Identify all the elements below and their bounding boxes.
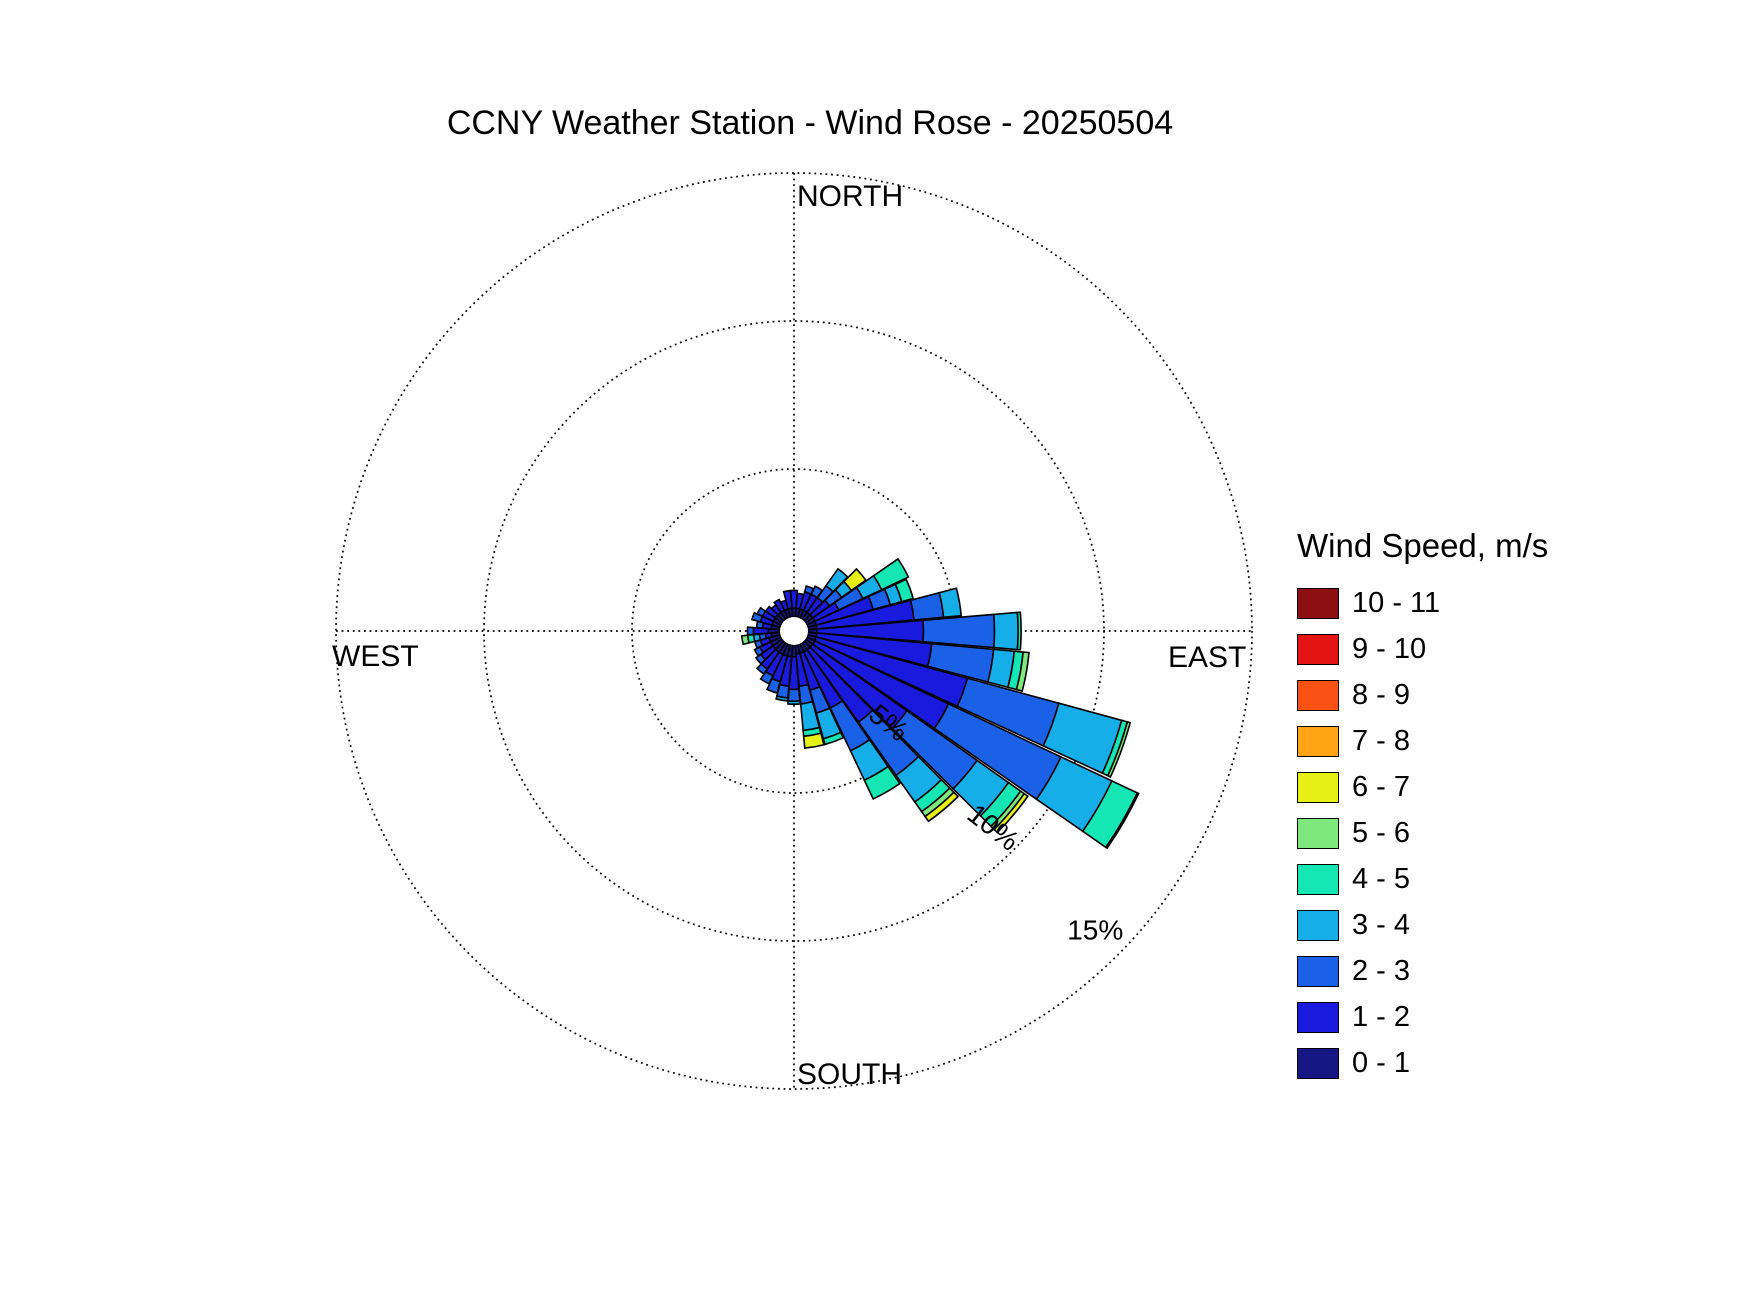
- legend-swatch-icon: [1297, 910, 1339, 941]
- legend-row: 1 - 2: [1297, 1001, 1657, 1033]
- compass-label-east: EAST: [1168, 641, 1247, 674]
- calm-center-hole: [780, 617, 808, 645]
- wind-petal-segment: [872, 557, 910, 591]
- wind-petal-segment: [754, 653, 767, 665]
- wind-petal-segment: [938, 587, 963, 619]
- legend-swatch-icon: [1297, 818, 1339, 849]
- legend-label: 10 - 11: [1352, 587, 1441, 619]
- legend-label: 5 - 6: [1352, 817, 1411, 849]
- legend-row: 9 - 10: [1297, 633, 1657, 665]
- legend-row: 10 - 11: [1297, 587, 1657, 619]
- legend-label: 0 - 1: [1352, 1047, 1411, 1079]
- legend-row: 8 - 9: [1297, 679, 1657, 711]
- legend-row: 3 - 4: [1297, 909, 1657, 941]
- legend-label: 2 - 3: [1352, 955, 1411, 987]
- wind-petal-segment: [750, 611, 764, 623]
- wind-petal-segment: [1106, 720, 1132, 778]
- wind-petal-segment: [755, 662, 769, 675]
- legend-row: 7 - 8: [1297, 725, 1657, 757]
- legend-title: Wind Speed, m/s: [1297, 527, 1549, 564]
- legend-swatch-icon: [1297, 680, 1339, 711]
- legend-rows: 10 - 11 9 - 10 8 - 9 7 - 8 6 - 7 5 - 6 4 - 5 3 …: [1297, 587, 1657, 1079]
- legend-swatch-icon: [1297, 634, 1339, 665]
- polar-grid-ring: [335, 172, 1253, 1090]
- wind-petal-segment: [802, 732, 825, 749]
- radial-tick-label: 15%: [1067, 915, 1123, 946]
- wind-petal-segment: [1016, 611, 1022, 651]
- compass-label-south: SOUTH: [797, 1058, 902, 1091]
- wind-petal-segment: [863, 765, 901, 801]
- wind-petal-segment: [923, 791, 960, 823]
- legend-row: 6 - 7: [1297, 771, 1657, 803]
- legend-label: 1 - 2: [1352, 1001, 1411, 1033]
- legend-swatch-icon: [1297, 1048, 1339, 1079]
- wind-petal-segment: [1015, 651, 1030, 693]
- legend-label: 4 - 5: [1352, 863, 1411, 895]
- legend-swatch-icon: [1297, 726, 1339, 757]
- wind-petal-segment: [1104, 791, 1140, 850]
- wind-petal-segment: [753, 646, 765, 657]
- wind-petal-segment: [746, 626, 755, 636]
- wind-petal-segment: [992, 611, 1019, 651]
- legend-swatch-icon: [1297, 956, 1339, 987]
- wind-petal-segment: [782, 589, 793, 610]
- wind-petal-segment: [822, 731, 845, 746]
- wind-petal-segment: [775, 695, 789, 702]
- legend-row: 5 - 6: [1297, 817, 1657, 849]
- legend-row: 4 - 5: [1297, 863, 1657, 895]
- legend-label: 7 - 8: [1352, 725, 1411, 757]
- legend-label: 3 - 4: [1352, 909, 1411, 941]
- wind-petal-segment: [894, 578, 915, 603]
- chart-title: CCNY Weather Station - Wind Rose - 20250…: [446, 104, 1174, 142]
- legend-swatch-icon: [1297, 772, 1339, 803]
- legend-row: 2 - 3: [1297, 955, 1657, 987]
- legend-swatch-icon: [1297, 864, 1339, 895]
- wind-petal-segment: [740, 634, 750, 646]
- wind-petal-segment: [789, 589, 799, 610]
- wind-petal-segment: [764, 605, 779, 619]
- wind-petal-segment: [909, 591, 945, 621]
- legend-label: 8 - 9: [1352, 679, 1411, 711]
- legend-label: 9 - 10: [1352, 633, 1427, 665]
- compass-label-west: WEST: [332, 640, 419, 673]
- compass-label-north: NORTH: [797, 180, 904, 213]
- wind-speed-legend: Wind Speed, m/s 10 - 11 9 - 10 8 - 9 7 - 8 6…: [1297, 527, 1657, 1094]
- wind-petal-segment: [773, 598, 786, 614]
- wind-petal-segment: [756, 606, 767, 618]
- wind-petal-segment: [922, 613, 996, 649]
- wind-petal-segment: [787, 688, 801, 703]
- wind-petal-segment: [993, 792, 1029, 834]
- legend-swatch-icon: [1297, 1002, 1339, 1033]
- wind-petal-segment: [787, 700, 801, 706]
- wind-petal-segment: [766, 677, 782, 695]
- legend-label: 6 - 7: [1352, 771, 1411, 803]
- legend-row: 0 - 1: [1297, 1047, 1657, 1079]
- legend-swatch-icon: [1297, 588, 1339, 619]
